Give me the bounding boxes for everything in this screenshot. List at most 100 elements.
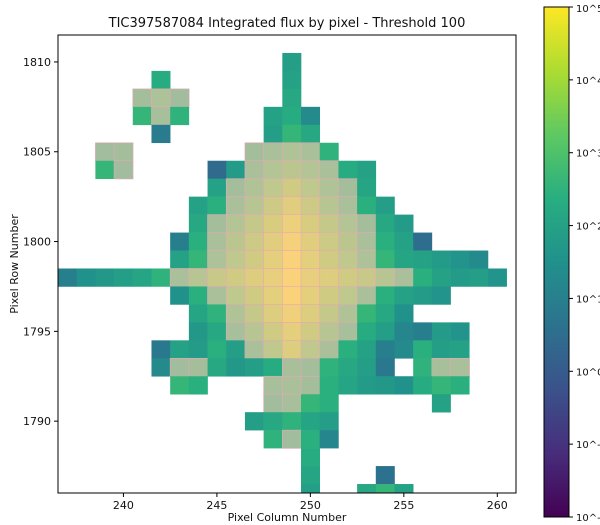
y-axis-label: Pixel Row Number [8, 214, 21, 314]
x-tick-label: 245 [206, 499, 227, 512]
heatmap-cell [356, 268, 377, 288]
heatmap-cell [301, 430, 321, 449]
heatmap-cell [413, 358, 433, 377]
heatmap-cell [188, 232, 208, 251]
heatmap-cell [113, 160, 134, 180]
heatmap-cell [169, 268, 190, 288]
heatmap-cell [263, 430, 283, 449]
heatmap-cell [263, 124, 283, 144]
heatmap-cell [95, 268, 115, 287]
chart-title: TIC397587084 Integrated flux by pixel - … [108, 16, 466, 31]
heatmap-cell [300, 268, 321, 288]
heatmap-cell [263, 106, 283, 126]
heatmap-cell [76, 268, 96, 287]
heatmap-cell [338, 250, 358, 270]
heatmap-cell [244, 286, 265, 306]
heatmap-cell [356, 250, 377, 270]
colorbar-tick-label: 10^-2 [576, 513, 600, 524]
heatmap-cell [469, 268, 489, 287]
heatmap-cell [169, 88, 190, 108]
heatmap-cell [244, 250, 265, 270]
heatmap-cell [357, 160, 377, 179]
heatmap-cell [450, 268, 470, 287]
heatmap-cell [338, 322, 358, 341]
plot-frame [57, 34, 517, 494]
heatmap-cell [450, 322, 470, 341]
heatmap-cell [357, 196, 377, 215]
heatmap-cell [282, 142, 302, 162]
heatmap-cell [282, 375, 302, 395]
heatmap-cell [394, 322, 414, 341]
colorbar-tick-label: 10^1 [576, 294, 600, 305]
heatmap-cell [431, 286, 451, 305]
heatmap-cell [263, 178, 283, 198]
heatmap-cell [263, 268, 283, 288]
colorbar-tick-label: 10^2 [576, 222, 600, 233]
heatmap-cell [188, 322, 208, 341]
heatmap-cell [413, 232, 433, 251]
heatmap-cell [188, 376, 208, 395]
colorbar-tick-label: 10^4 [576, 76, 600, 87]
heatmap-cells [58, 52, 507, 493]
heatmap-cell [114, 268, 134, 287]
heatmap-cell [207, 196, 227, 215]
heatmap-cell [450, 376, 470, 395]
heatmap-cell [225, 250, 246, 270]
heatmap-cell [357, 178, 377, 197]
heatmap-cell [244, 196, 265, 216]
heatmap-cell [282, 340, 302, 359]
heatmap-cell [282, 70, 302, 90]
heatmap-cell [282, 196, 302, 216]
heatmap-cell [188, 304, 208, 323]
heatmap-cell [431, 394, 451, 413]
heatmap-cell [338, 214, 358, 234]
heatmap-cell [319, 412, 339, 431]
heatmap-cell [225, 232, 246, 252]
heatmap-cell [226, 160, 246, 179]
heatmap-cell [357, 322, 377, 341]
colorbar-tick-label: 10^-1 [576, 440, 600, 451]
heatmap-cell [319, 376, 339, 395]
heatmap-cell [375, 250, 395, 269]
heatmap-cell [263, 214, 283, 234]
heatmap-cell [207, 286, 227, 306]
heatmap-cell [431, 376, 451, 395]
heatmap-cell [450, 340, 470, 359]
heatmap-cell [225, 322, 246, 341]
heatmap-cell [151, 88, 171, 108]
heatmap-cell [319, 142, 339, 162]
heatmap-cell [244, 232, 265, 252]
heatmap-cell [319, 232, 339, 252]
heatmap-cell [207, 250, 227, 270]
heatmap-cell [282, 268, 302, 288]
heatmap-cell [338, 268, 358, 288]
heatmap-cell [356, 286, 377, 306]
heatmap-cell [431, 340, 451, 359]
heatmap-cell [469, 250, 489, 269]
x-tick-label: 255 [393, 499, 414, 512]
heatmap-cell [300, 178, 321, 198]
heatmap-cell [282, 357, 302, 377]
heatmap-cell [132, 106, 152, 126]
heatmap-cell [225, 196, 246, 216]
heatmap-cell [188, 286, 208, 305]
heatmap-cell [375, 340, 395, 359]
heatmap-cell [338, 340, 358, 359]
heatmap-cell [431, 250, 451, 269]
heatmap-cell [301, 466, 321, 485]
heatmap-cell [356, 232, 377, 252]
heatmap-cell [338, 196, 358, 216]
heatmap-cell [394, 286, 414, 305]
heatmap-cell [282, 304, 302, 323]
heatmap-cell [319, 214, 339, 234]
heatmap-cell [170, 340, 190, 359]
heatmap-cell [207, 268, 227, 288]
heatmap-cell [132, 268, 152, 287]
heatmap-cell [282, 160, 302, 180]
heatmap-cell [225, 268, 246, 288]
heatmap-cell [375, 322, 395, 341]
heatmap-cell [132, 88, 153, 108]
heatmap-cell [263, 250, 283, 270]
heatmap-cell [207, 160, 227, 179]
heatmap-cell [300, 160, 321, 180]
